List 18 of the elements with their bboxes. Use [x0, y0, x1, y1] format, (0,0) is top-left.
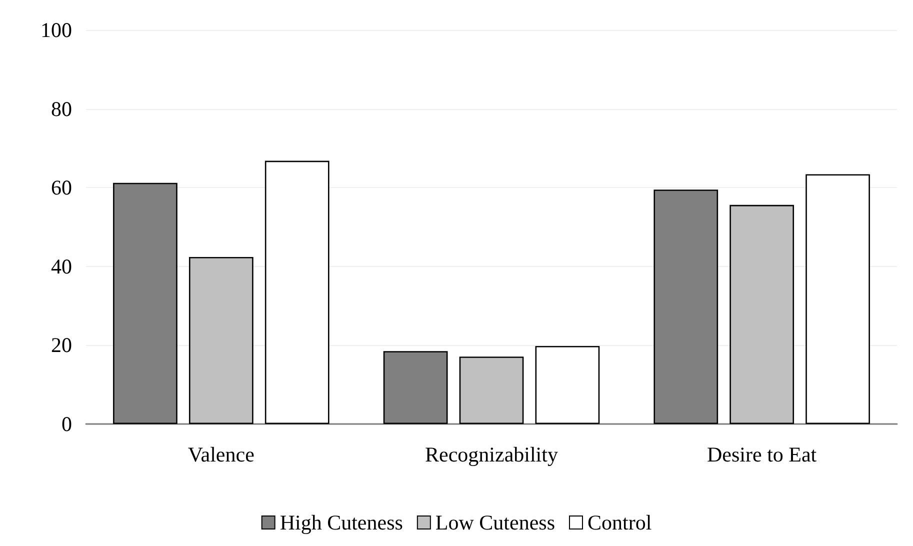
x-tick-label: Desire to Eat [707, 442, 817, 466]
bar [806, 174, 870, 424]
bar [264, 160, 330, 424]
y-tick-label: 100 [40, 18, 72, 42]
bar [730, 204, 794, 424]
legend-label: High Cuteness [280, 510, 403, 534]
x-tick-label: Valence [188, 442, 254, 466]
bar [188, 256, 254, 424]
y-tick-label: 60 [51, 176, 72, 200]
legend-label: Low Cuteness [435, 510, 555, 534]
y-tick-label: 40 [51, 254, 72, 278]
bar [459, 356, 524, 424]
legend-label: Control [587, 510, 652, 534]
x-tick-label: Recognizability [425, 442, 558, 466]
y-tick-label: 80 [51, 96, 72, 121]
y-tick-label: 20 [51, 333, 72, 358]
bar [535, 346, 600, 424]
y-tick-label: 0 [62, 412, 72, 436]
